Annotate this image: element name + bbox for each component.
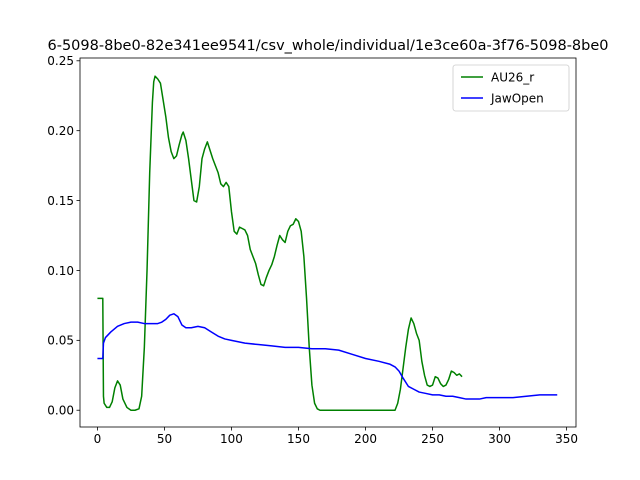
legend: AU26_r JawOpen — [452, 64, 570, 112]
x-tick-label: 100 — [220, 432, 243, 446]
y-tick-label: 0.20 — [47, 124, 74, 138]
series-line-au26-r — [97, 75, 463, 411]
x-axis: 0 50 100 150 200 250 300 350 — [94, 427, 578, 446]
legend-label: JawOpen — [490, 91, 544, 105]
y-axis: 0.00 0.05 0.10 0.15 0.20 0.25 — [47, 54, 80, 418]
x-tick-label: 150 — [287, 432, 310, 446]
plot-area — [79, 57, 577, 428]
axes-frame — [79, 57, 577, 428]
y-tick-label: 0.10 — [47, 264, 74, 278]
y-tick-label: 0.00 — [47, 404, 74, 418]
x-tick-label: 250 — [421, 432, 444, 446]
y-tick-label: 0.25 — [47, 54, 74, 68]
x-tick-label: 350 — [555, 432, 578, 446]
y-tick-label: 0.15 — [47, 194, 74, 208]
chart-title: 6-5098-8be0-82e341ee9541/csv_whole/indiv… — [48, 38, 609, 54]
legend-label: AU26_r — [491, 70, 534, 84]
x-tick-label: 200 — [354, 432, 377, 446]
x-tick-label: 300 — [488, 432, 511, 446]
y-tick-label: 0.05 — [47, 334, 74, 348]
series-line-jawopen — [97, 313, 558, 400]
x-tick-label: 50 — [157, 432, 172, 446]
x-tick-label: 0 — [94, 432, 102, 446]
